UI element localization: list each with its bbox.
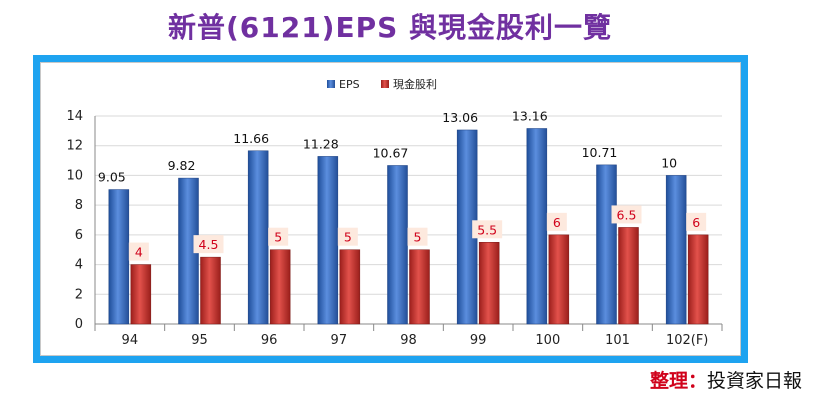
y-tick-label: 6 — [75, 228, 83, 243]
data-label-eps: 11.66 — [233, 131, 269, 146]
y-tick-label: 10 — [66, 168, 83, 183]
data-label-eps: 13.16 — [512, 108, 548, 123]
bar-dividend — [339, 249, 361, 325]
y-tick-label: 8 — [75, 198, 83, 213]
credit-label: 整理： — [649, 370, 707, 392]
data-label-dividend: 6 — [553, 215, 561, 230]
data-label-dividend: 6.5 — [617, 207, 637, 222]
bar-dividend — [618, 227, 639, 325]
x-tick-label: 95 — [191, 333, 208, 348]
data-label-box-dividend — [472, 220, 503, 239]
page-title: 新普(6121)EPS 與現金股利一覽 — [167, 11, 613, 44]
x-tick-label: 99 — [470, 333, 487, 348]
data-label-eps: 9.05 — [98, 170, 126, 185]
data-label-box-dividend — [686, 212, 707, 231]
bar-chart: 0 2 4 6 8 10 12 14 94 95 96 97 98 99 100 101 102(F) 9.05 4… — [66, 77, 723, 348]
legend-swatch-dividend — [381, 80, 389, 88]
y-tick-label: 2 — [75, 287, 83, 302]
x-tick-label: 101 — [605, 333, 630, 348]
bar-dividend — [269, 249, 291, 325]
y-tick-label: 12 — [66, 139, 83, 154]
y-tick-label: 14 — [66, 109, 83, 124]
chart-frame: 0 2 4 6 8 10 12 14 94 95 96 97 98 99 100 101 102(F) 9.05 4… — [33, 55, 748, 363]
data-label-dividend: 4.5 — [199, 237, 219, 252]
data-label-eps: 9.82 — [168, 158, 196, 173]
credit-line: 整理：投資家日報 — [650, 366, 802, 393]
data-label-box-dividend — [268, 227, 289, 246]
x-tick-label: 97 — [331, 333, 348, 348]
bar-eps — [596, 164, 617, 325]
x-tick-label: 102(F) — [666, 333, 708, 348]
bar-dividend — [548, 234, 570, 325]
bar-dividend — [409, 249, 430, 325]
credit-source: 投資家日報 — [706, 370, 802, 392]
bar-eps — [108, 189, 130, 325]
bar-eps — [387, 165, 408, 325]
bar-eps — [665, 175, 687, 325]
data-label-box-dividend — [611, 205, 642, 224]
data-label-box-dividend — [546, 212, 567, 231]
y-tick-label: 0 — [75, 317, 83, 332]
data-label-eps: 10 — [661, 155, 677, 170]
data-label-eps: 11.28 — [303, 136, 339, 151]
bar-dividend — [200, 256, 221, 325]
data-label-box-dividend — [337, 227, 358, 246]
data-label-eps: 10.71 — [582, 145, 618, 160]
bar-dividend — [130, 264, 152, 325]
legend-label-eps: EPS — [339, 78, 360, 91]
data-label-dividend: 6 — [692, 215, 700, 230]
bar-eps — [526, 128, 548, 325]
data-label-box-dividend — [407, 227, 428, 246]
data-label-dividend: 5 — [344, 230, 352, 245]
data-label-box-dividend — [128, 242, 149, 261]
data-label-dividend: 5 — [274, 230, 282, 245]
x-tick-label: 98 — [400, 333, 417, 348]
x-tick-label: 100 — [535, 333, 560, 348]
data-label-dividend: 4 — [135, 245, 143, 260]
x-tick-label: 96 — [261, 333, 278, 348]
data-label-box-dividend — [193, 235, 224, 254]
bar-eps — [247, 150, 269, 325]
data-label-dividend: 5.5 — [477, 222, 497, 237]
data-label-dividend: 5 — [414, 230, 422, 245]
chart-area: 0 2 4 6 8 10 12 14 94 95 96 97 98 99 100 101 102(F) 9.05 4… — [40, 62, 741, 356]
data-label-eps: 10.67 — [373, 145, 409, 160]
bar-eps — [317, 156, 339, 325]
legend-label-dividend: 現金股利 — [393, 77, 437, 91]
x-tick-label: 94 — [122, 333, 139, 348]
data-label-eps: 13.06 — [442, 110, 478, 125]
bar-dividend — [687, 234, 709, 325]
legend-swatch-eps — [327, 80, 335, 88]
y-tick-label: 4 — [75, 258, 83, 273]
bar-dividend — [478, 242, 500, 325]
